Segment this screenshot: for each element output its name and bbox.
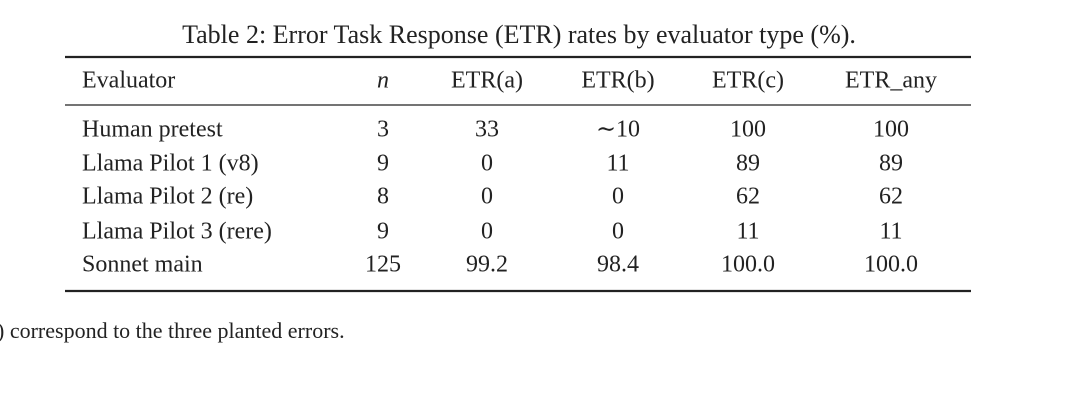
table-caption: Table 2: Error Task Response (ETR) rates… — [182, 20, 856, 49]
table-cell: 0 — [481, 151, 493, 177]
table-cell: 0 — [612, 184, 624, 210]
table-cell: ∼10 — [596, 117, 640, 143]
table-cell: 100 — [873, 117, 909, 143]
table-cell: 98.4 — [597, 252, 639, 278]
table-cell: 8 — [377, 184, 389, 210]
table-cell: Llama Pilot 2 (re) — [82, 184, 253, 210]
table-cell: 89 — [879, 151, 903, 177]
header-cell: ETR(a) — [451, 68, 523, 94]
table-cell: 100.0 — [721, 252, 775, 278]
table-cell: 0 — [612, 219, 624, 245]
table-cell: 3 — [377, 117, 389, 143]
table-cell: 125 — [365, 252, 401, 278]
table-cell: Llama Pilot 1 (v8) — [82, 151, 259, 177]
header-cell: ETR_any — [845, 68, 937, 94]
table-cell: 11 — [736, 219, 759, 245]
table-cell: 0 — [481, 184, 493, 210]
table-cell: 9 — [377, 151, 389, 177]
table-cell: 11 — [606, 151, 629, 177]
table-cell: 9 — [377, 219, 389, 245]
footnote: ) correspond to the three planted errors… — [0, 318, 345, 343]
table-cell: 89 — [736, 151, 760, 177]
table-cell: 33 — [475, 117, 499, 143]
header-cell: ETR(b) — [581, 68, 654, 94]
header-cell: Evaluator — [82, 68, 175, 94]
table-cell: 100 — [730, 117, 766, 143]
header-cell: ETR(c) — [712, 68, 784, 94]
table-cell: Human pretest — [82, 117, 223, 143]
table-cell: 100.0 — [864, 252, 918, 278]
table-cell: Sonnet main — [82, 252, 203, 278]
table-cell: 0 — [481, 219, 493, 245]
header-cell: n — [377, 68, 389, 94]
table-cell: 11 — [879, 219, 902, 245]
table-cell: 62 — [879, 184, 903, 210]
table-cell: Llama Pilot 3 (rere) — [82, 219, 272, 245]
table-cell: 62 — [736, 184, 760, 210]
table-cell: 99.2 — [466, 252, 508, 278]
